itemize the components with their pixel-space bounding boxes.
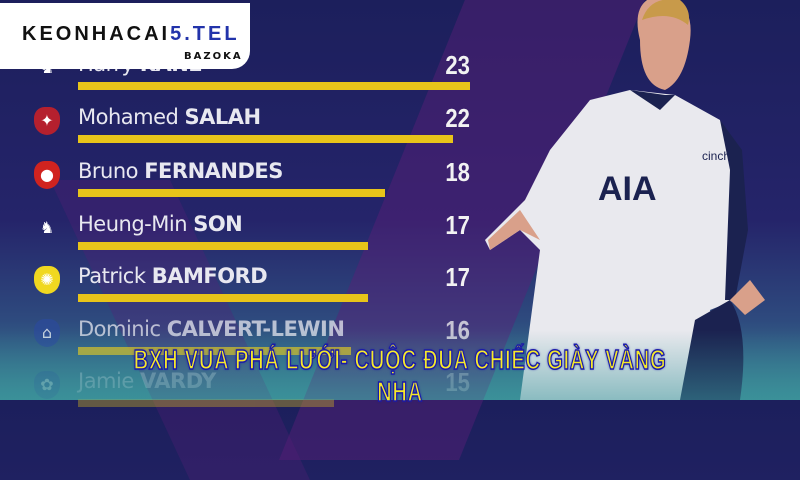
brand-logo[interactable]: KEONHACAI5.TEL BAZOKA <box>0 3 250 69</box>
goal-count: 17 <box>445 210 470 240</box>
brand-tagline: BAZOKA <box>184 51 243 62</box>
jersey-sleeve-sponsor: cinch <box>702 149 730 163</box>
player-name: Dominic CALVERT-LEWIN <box>78 317 345 341</box>
goal-bar <box>78 135 453 143</box>
player-name: Mohamed SALAH <box>78 105 261 129</box>
leicester-crest-icon: ✿ <box>34 371 60 399</box>
goal-count: 18 <box>445 157 470 187</box>
leeds-crest-icon: ✺ <box>34 266 60 294</box>
liverpool-crest-icon: ✦ <box>34 107 60 135</box>
goal-bar <box>78 82 470 90</box>
goal-count: 22 <box>445 103 470 133</box>
leaderboard-row: ♞ Heung-Min SON 17 <box>0 210 480 262</box>
man-utd-crest-icon: ● <box>34 161 60 189</box>
leaderboard-row: ✺ Patrick BAMFORD 17 <box>0 262 480 314</box>
goal-bar <box>78 294 368 302</box>
jersey-sponsor: AIA <box>598 170 657 208</box>
goal-bar <box>78 189 385 197</box>
player-name: Bruno FERNANDES <box>78 159 283 183</box>
leaderboard-row: ✦ Mohamed SALAH 22 <box>0 103 480 155</box>
goal-bar <box>78 242 368 250</box>
goal-count: 23 <box>445 50 470 80</box>
goal-count: 17 <box>445 262 470 292</box>
headline: BXH VUA PHÁ LƯỚI- CUỘC ĐUA CHIẾC GIÀY VÀ… <box>133 343 667 408</box>
brand-name: KEONHACAI5.TEL <box>22 23 240 45</box>
leaderboard-row: ● Bruno FERNANDES 18 <box>0 157 480 209</box>
everton-crest-icon: ⌂ <box>34 319 60 347</box>
goal-count: 16 <box>445 315 470 345</box>
tottenham-crest-icon: ♞ <box>39 218 55 237</box>
player-name: Heung-Min SON <box>78 212 243 236</box>
player-name: Patrick BAMFORD <box>78 264 268 288</box>
player-photo: AIA cinch <box>485 0 765 400</box>
